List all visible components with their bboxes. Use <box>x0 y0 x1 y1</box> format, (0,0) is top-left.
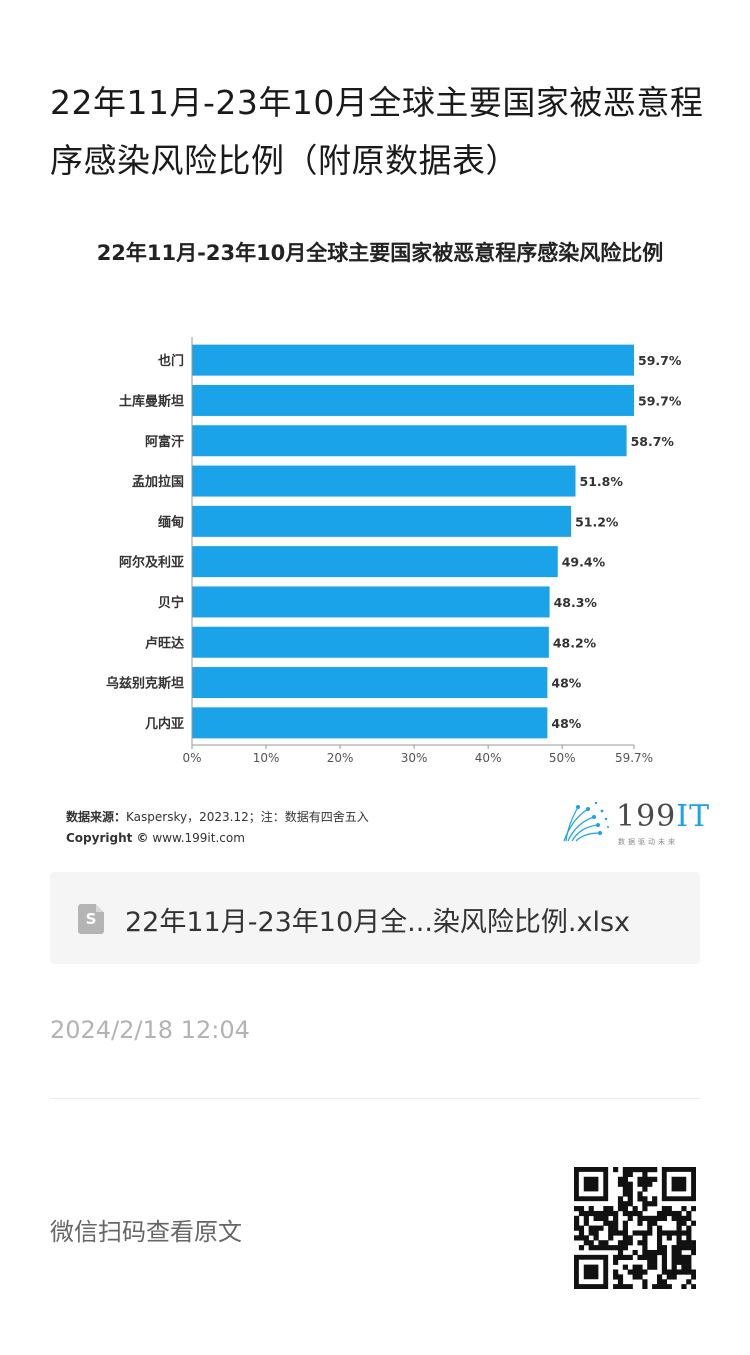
value-label: 49.4% <box>562 555 606 570</box>
value-label: 48% <box>551 716 581 731</box>
category-label: 阿尔及利亚 <box>119 555 184 571</box>
x-tick-label: 40% <box>475 751 502 765</box>
chart-image: 也门 59.7% 土库曼斯坦 59.7% 阿富汗 58.7% 孟加拉国 51.8% 缅甸 51.2… <box>40 225 720 865</box>
article-title: 22年11月-23年10月全球主要国家被恶意程序感染风险比例（附原数据表） <box>50 83 704 181</box>
bar <box>192 465 576 497</box>
bar <box>192 707 548 739</box>
publish-timestamp: 2024/2/18 12:04 <box>50 1016 250 1044</box>
brand-tagline: 数据驱动未来 <box>618 838 678 846</box>
x-tick-label: 50% <box>549 751 576 765</box>
bar-chart: 也门 59.7% 土库曼斯坦 59.7% 阿富汗 58.7% 孟加拉国 51.8% 缅甸 51.2… <box>106 337 682 765</box>
attachment-file-name[interactable]: 22年11月-23年10月全...染风险比例.xlsx <box>125 907 631 938</box>
source-text: Kaspersky，2023.12；注：数据有四舍五入 <box>126 810 369 824</box>
category-label: 几内亚 <box>145 716 184 732</box>
brand-name: 199IT <box>616 799 711 834</box>
qr-code-icon[interactable] <box>574 1167 696 1289</box>
bar <box>192 667 548 699</box>
bar <box>192 384 634 416</box>
x-tick-label: 59.7% <box>615 751 653 765</box>
value-label: 48% <box>551 676 581 691</box>
x-tick-label: 10% <box>253 751 280 765</box>
value-label: 48.3% <box>554 595 598 610</box>
category-label: 缅甸 <box>158 514 184 530</box>
source-note: 数据来源：Kaspersky，2023.12；注：数据有四舍五入 Copyrig… <box>66 807 369 849</box>
category-label: 孟加拉国 <box>132 474 184 490</box>
copyright-site: www.199it.com <box>152 831 245 845</box>
value-label: 51.2% <box>575 514 619 529</box>
bar <box>192 505 572 537</box>
value-label: 59.7% <box>638 393 682 408</box>
x-tick-label: 0% <box>182 751 201 765</box>
category-label: 卢旺达 <box>145 635 184 651</box>
bar <box>192 425 627 457</box>
chart-title: 22年11月-23年10月全球主要国家被恶意程序感染风险比例 <box>96 241 664 265</box>
category-label: 土库曼斯坦 <box>119 393 184 409</box>
category-label: 阿富汗 <box>145 434 184 450</box>
value-label: 58.7% <box>631 434 675 449</box>
bar <box>192 586 550 618</box>
bar <box>192 546 558 578</box>
scan-hint: 微信扫码查看原文 <box>50 1218 242 1246</box>
value-label: 59.7% <box>638 353 682 368</box>
copyright-label: Copyright © <box>66 831 149 845</box>
category-label: 乌兹别克斯坦 <box>106 676 184 692</box>
category-label: 也门 <box>158 353 184 369</box>
category-label: 贝宁 <box>158 595 184 611</box>
spreadsheet-file-icon: S <box>78 904 104 934</box>
value-label: 48.2% <box>553 635 597 650</box>
x-tick-label: 20% <box>327 751 354 765</box>
dandelion-icon <box>563 801 609 842</box>
bar <box>192 626 549 658</box>
value-label: 51.8% <box>580 474 624 489</box>
attachment-card[interactable]: S 22年11月-23年10月全...染风险比例.xlsx <box>50 872 700 964</box>
divider <box>50 1098 700 1099</box>
x-tick-label: 30% <box>401 751 428 765</box>
source-label: 数据来源： <box>66 810 127 824</box>
brand-logo: 199IT 数据驱动未来 <box>558 797 709 849</box>
bar <box>192 344 634 376</box>
